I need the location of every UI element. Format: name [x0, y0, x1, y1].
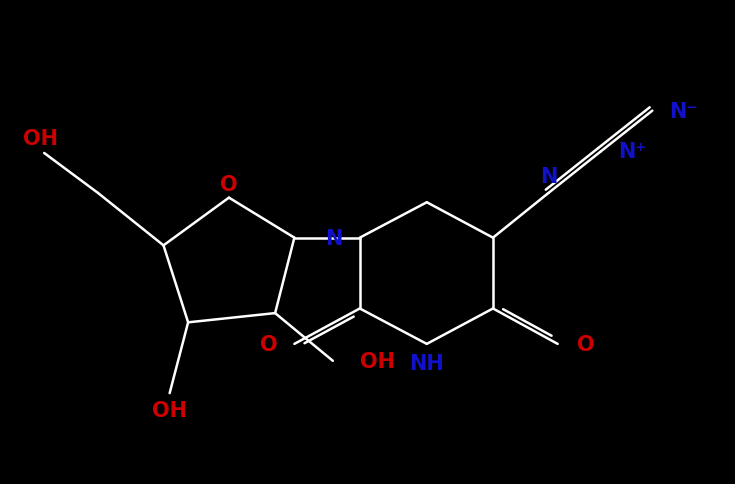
- Text: NH: NH: [409, 353, 444, 373]
- Text: OH: OH: [152, 400, 187, 420]
- Text: OH: OH: [360, 351, 395, 371]
- Text: N⁺: N⁺: [617, 142, 646, 162]
- Text: N: N: [539, 166, 557, 187]
- Text: O: O: [220, 174, 237, 195]
- Text: O: O: [577, 334, 595, 354]
- Text: N: N: [326, 228, 343, 248]
- Text: N⁻: N⁻: [670, 102, 698, 121]
- Text: OH: OH: [23, 128, 58, 148]
- Text: O: O: [259, 334, 277, 354]
